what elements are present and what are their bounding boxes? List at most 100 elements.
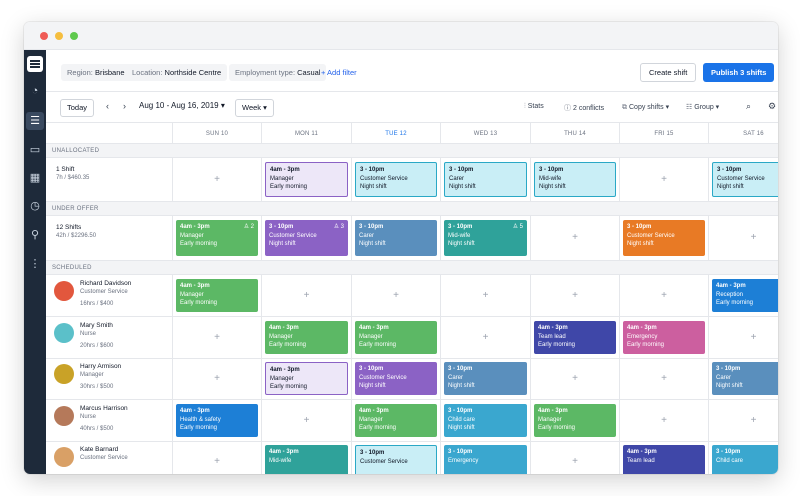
- briefcase-icon[interactable]: ▭: [29, 144, 41, 156]
- employee-info[interactable]: Kate Barnard Customer Service: [46, 441, 172, 474]
- shift-card[interactable]: 3 - 10pm Customer Service Night shift: [355, 362, 437, 395]
- add-shift-icon[interactable]: +: [661, 414, 667, 426]
- day-header[interactable]: FRI 15: [619, 122, 708, 144]
- day-cell[interactable]: +: [619, 400, 708, 441]
- shift-card[interactable]: 3 - 10pm Child care: [712, 445, 778, 474]
- avatar[interactable]: [54, 323, 74, 343]
- day-cell[interactable]: +: [172, 317, 261, 358]
- avatar[interactable]: [54, 281, 74, 301]
- add-shift-icon[interactable]: +: [750, 414, 757, 426]
- settings-icon[interactable]: ⚙: [768, 101, 777, 111]
- day-cell[interactable]: 4am - 3pm Manager Early morning: [261, 317, 351, 358]
- day-cell[interactable]: 4am - 3pm Team lead Early morning: [530, 317, 619, 358]
- shift-card[interactable]: 4am - 3pm Team lead Early morning: [534, 321, 616, 354]
- calendar-icon[interactable]: ▦: [29, 172, 41, 184]
- schedule-icon[interactable]: ☰: [26, 112, 44, 130]
- publish-shifts-button[interactable]: Publish 3 shifts: [703, 63, 775, 82]
- add-shift-icon[interactable]: +: [572, 372, 578, 384]
- shift-card[interactable]: 4am - 3pm Manager Early morning ♙ 2: [176, 220, 258, 256]
- day-cell[interactable]: 3 - 10pm Carer Night shift: [708, 358, 778, 399]
- shift-card[interactable]: 3 - 10pm Customer Service: [355, 445, 437, 474]
- shift-card[interactable]: 4am - 3pm Team lead: [623, 445, 705, 474]
- day-cell[interactable]: 4am - 3pm Manager Early morning: [351, 400, 440, 441]
- day-cell[interactable]: +: [708, 317, 778, 358]
- date-range-picker[interactable]: Aug 10 - Aug 16, 2019 ▾: [139, 101, 225, 110]
- search-icon[interactable]: ⌕: [746, 101, 752, 111]
- shift-card[interactable]: 3 - 10pm Customer Service Night shift: [623, 220, 705, 256]
- day-cell[interactable]: +: [351, 275, 440, 316]
- day-cell[interactable]: +: [530, 441, 619, 474]
- close-dot[interactable]: [40, 32, 48, 40]
- filter-chip-region[interactable]: Region: Brisbane: [61, 64, 131, 81]
- day-cell[interactable]: +: [530, 216, 619, 260]
- shift-card[interactable]: 3 - 10pm Emergency: [444, 445, 527, 474]
- day-cell[interactable]: +: [619, 275, 708, 316]
- day-cell[interactable]: 4am - 3pm Manager Early morning: [261, 358, 351, 399]
- avatar[interactable]: [54, 364, 74, 384]
- shift-card[interactable]: 3 - 10pm Customer Service Night shift ♙ 3: [265, 220, 348, 256]
- conflicts-button[interactable]: ⓘ 2 conflicts: [564, 105, 605, 112]
- shift-card[interactable]: 4am - 3pm Manager Early morning: [176, 279, 258, 312]
- today-button[interactable]: Today: [60, 99, 95, 117]
- day-cell[interactable]: 3 - 10pm Mid-wife Night shift: [530, 158, 619, 201]
- add-shift-icon[interactable]: +: [572, 232, 578, 243]
- add-filter-link[interactable]: + Add filter: [321, 68, 357, 77]
- shift-card[interactable]: 3 - 10pm Mid-wife Night shift ♙ 5: [444, 220, 527, 256]
- day-cell[interactable]: 3 - 10pm Carer Night shift: [351, 216, 440, 260]
- day-cell[interactable]: 4am - 3pm Reception Early morning: [708, 275, 778, 316]
- day-cell[interactable]: 3 - 10pm Mid-wife Night shift ♙ 5: [440, 216, 530, 260]
- day-cell[interactable]: 4am - 3pm Manager Early morning: [530, 400, 619, 441]
- add-shift-icon[interactable]: +: [750, 232, 757, 243]
- add-shift-icon[interactable]: +: [214, 173, 220, 185]
- person-icon[interactable]: ⚲: [30, 229, 40, 241]
- filter-chip-location[interactable]: Location: Northside Centre: [126, 64, 228, 81]
- add-shift-icon[interactable]: +: [214, 331, 220, 343]
- prev-week-icon[interactable]: ‹: [106, 101, 109, 111]
- stats-button[interactable]: ⫶ Stats: [524, 103, 544, 110]
- day-cell[interactable]: +: [530, 358, 619, 399]
- day-cell[interactable]: +: [440, 275, 530, 316]
- next-week-icon[interactable]: ›: [123, 101, 126, 111]
- avatar[interactable]: [54, 447, 74, 467]
- shift-card[interactable]: 4am - 3pm Health & safety Early morning: [176, 404, 258, 437]
- shift-card[interactable]: 3 - 10pm Carer Night shift: [444, 362, 527, 395]
- shift-card[interactable]: 3 - 10pm Customer Service Night shift: [712, 162, 778, 197]
- shift-card[interactable]: 4am - 3pm Manager Early morning: [265, 362, 348, 395]
- day-cell[interactable]: +: [261, 400, 351, 441]
- add-shift-icon[interactable]: +: [661, 289, 667, 301]
- employee-info[interactable]: Marcus Harrison Nurse 40hrs / $500: [46, 400, 172, 441]
- minimize-dot[interactable]: [55, 32, 63, 40]
- day-cell[interactable]: 3 - 10pm Customer Service Night shift: [351, 158, 440, 201]
- day-cell[interactable]: +: [619, 158, 708, 201]
- add-shift-icon[interactable]: +: [482, 331, 489, 343]
- copy-shifts-button[interactable]: ⧉ Copy shifts ▾: [622, 104, 670, 111]
- day-cell[interactable]: +: [619, 358, 708, 399]
- shift-card[interactable]: 4am - 3pm Manager Early morning: [355, 404, 437, 437]
- day-cell[interactable]: 4am - 3pm Emergency Early morning: [619, 317, 708, 358]
- app-logo-icon[interactable]: [27, 56, 43, 72]
- day-cell[interactable]: +: [261, 275, 351, 316]
- add-shift-icon[interactable]: +: [572, 289, 578, 301]
- day-cell[interactable]: +: [172, 358, 261, 399]
- view-select[interactable]: Week ▾: [235, 99, 274, 117]
- add-shift-icon[interactable]: +: [750, 331, 757, 343]
- history-icon[interactable]: ◷: [30, 200, 40, 212]
- day-header[interactable]: MON 11: [261, 122, 351, 144]
- day-cell[interactable]: +: [708, 400, 778, 441]
- day-cell[interactable]: 4am - 3pm Team lead: [619, 441, 708, 474]
- day-cell[interactable]: 3 - 10pm Customer Service: [351, 441, 440, 474]
- day-header[interactable]: SAT 16: [708, 122, 778, 144]
- shift-card[interactable]: 4am - 3pm Emergency Early morning: [623, 321, 705, 354]
- avatar[interactable]: [54, 406, 74, 426]
- shift-card[interactable]: 4am - 3pm Manager Early morning: [355, 321, 437, 354]
- day-cell[interactable]: 4am - 3pm Mid-wife: [261, 441, 351, 474]
- create-shift-button[interactable]: Create shift: [640, 63, 697, 82]
- add-shift-icon[interactable]: +: [214, 455, 220, 467]
- day-cell[interactable]: 3 - 10pm Carer Night shift: [440, 158, 530, 201]
- shift-card[interactable]: 3 - 10pm Child care Night shift: [444, 404, 527, 437]
- shift-card[interactable]: 3 - 10pm Carer Night shift: [444, 162, 527, 197]
- day-header[interactable]: WED 13: [440, 122, 530, 144]
- group-button[interactable]: ☷ Group ▾: [686, 104, 720, 111]
- day-header[interactable]: SUN 10: [172, 122, 261, 144]
- day-cell[interactable]: 4am - 3pm Manager Early morning ♙ 2: [172, 216, 261, 260]
